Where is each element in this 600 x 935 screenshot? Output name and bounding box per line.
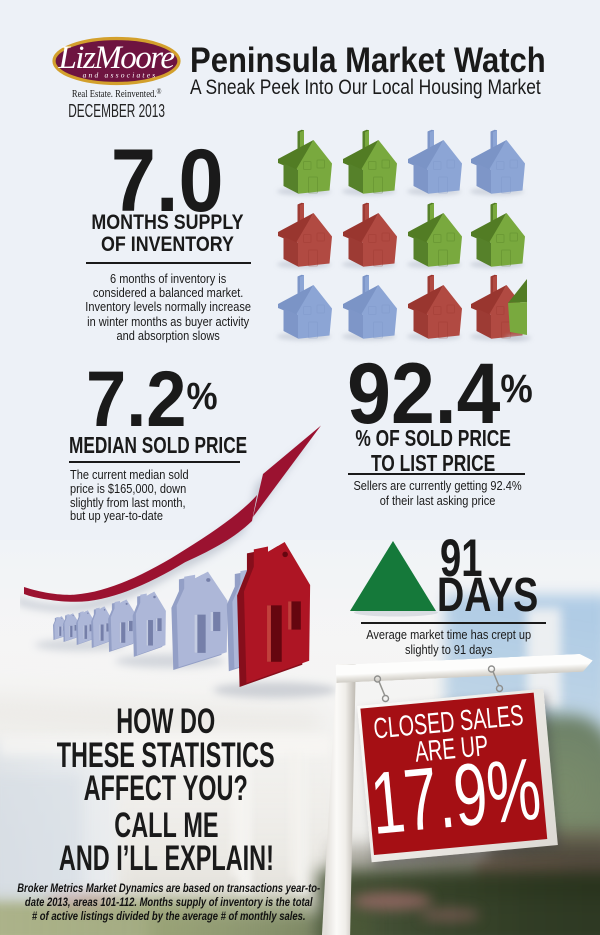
svg-text:LizMoore: LizMoore (57, 40, 174, 76)
svg-text:and associates: and associates (83, 71, 158, 80)
